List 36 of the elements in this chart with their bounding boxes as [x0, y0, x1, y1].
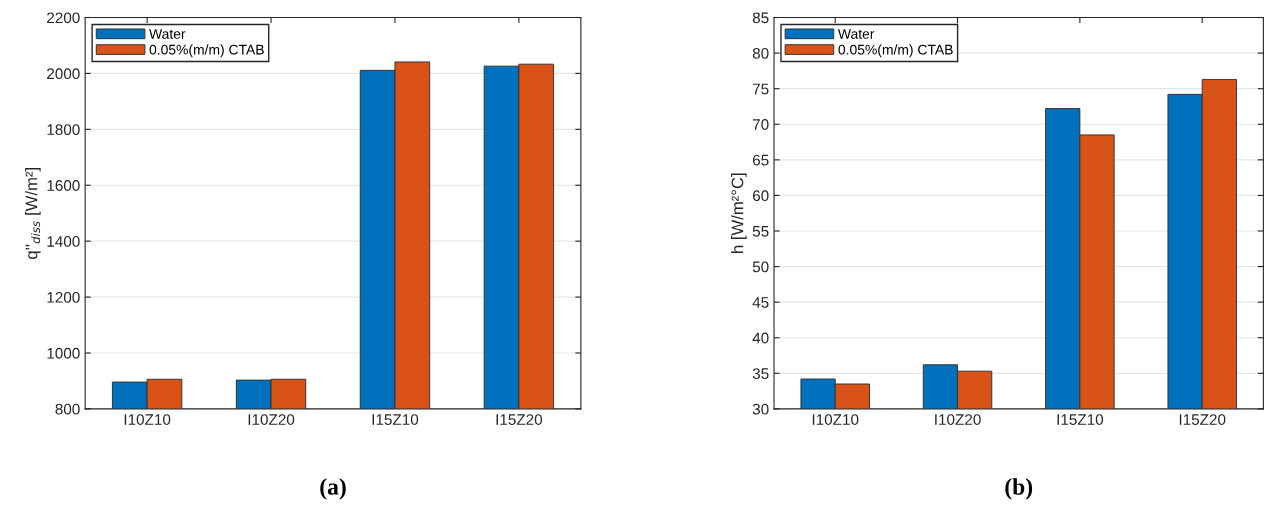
y-tick-label: 1400 — [47, 236, 80, 247]
y-tick-label: 1000 — [47, 347, 80, 359]
y-tick-label: 2200 — [47, 12, 80, 24]
y-tick-label: 65 — [752, 154, 769, 166]
y-tick-label: 50 — [752, 261, 769, 273]
legend-label: 0.05%(m/m) CTAB — [838, 44, 953, 58]
y-tick-label: 35 — [752, 368, 769, 380]
x-tick-label: I10Z10 — [812, 414, 859, 425]
text: (b) — [1005, 478, 1033, 500]
legend-label: 0.05%(m/m) CTAB — [149, 44, 264, 58]
y-tick-label: 2000 — [47, 68, 80, 80]
text: (a) — [320, 478, 346, 500]
y-tick-label: 40 — [752, 332, 769, 344]
y-tick-label: 55 — [752, 226, 769, 237]
x-tick-label: I10Z20 — [935, 414, 981, 425]
y-tick-label: 70 — [752, 119, 769, 130]
y-tick-label: 30 — [752, 403, 769, 415]
y-tick-label: 45 — [752, 297, 769, 308]
x-tick-label: I15Z10 — [1057, 414, 1104, 425]
y-tick-label: 80 — [752, 47, 769, 59]
x-tick-label: I10Z10 — [124, 414, 171, 425]
y-tick-label: 1800 — [47, 124, 80, 136]
y-tick-label: 75 — [752, 83, 769, 95]
x-tick-label: I15Z20 — [1179, 414, 1226, 425]
y-tick-label: 60 — [752, 190, 769, 202]
legend-label: Water — [837, 29, 875, 39]
y-axis-title: q''$_{diss}$ [W/m²] — [25, 168, 41, 259]
y-tick-label: 1600 — [47, 180, 80, 191]
legend-label: Water — [149, 29, 186, 39]
y-tick-label: 85 — [752, 12, 769, 24]
x-tick-label: I15Z20 — [496, 414, 543, 425]
y-tick-label: 1200 — [47, 291, 80, 303]
y-axis-title: h [W/m²°C] — [731, 173, 747, 253]
x-tick-label: I10Z20 — [248, 414, 295, 425]
x-tick-label: I15Z10 — [372, 414, 419, 425]
y-tick-label: 800 — [55, 403, 80, 415]
